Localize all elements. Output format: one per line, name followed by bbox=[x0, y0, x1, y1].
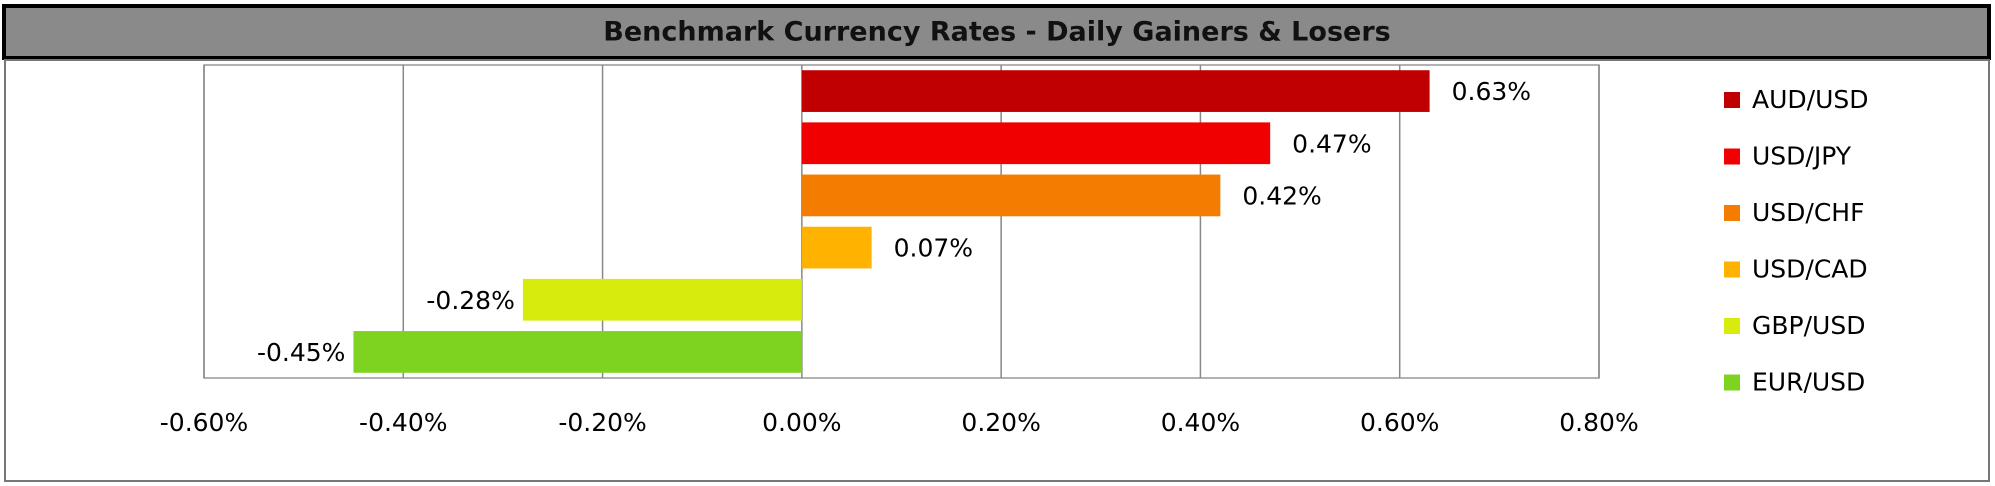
legend-label: USD/CAD bbox=[1752, 255, 1868, 284]
chart-title: Benchmark Currency Rates - Daily Gainers… bbox=[603, 17, 1390, 48]
legend-label: USD/CHF bbox=[1752, 198, 1864, 227]
legend-swatch bbox=[1724, 205, 1740, 221]
bar bbox=[522, 278, 802, 321]
value-label: 0.07% bbox=[894, 234, 973, 263]
x-tick-label: 0.40% bbox=[1161, 408, 1240, 437]
legend-label: GBP/USD bbox=[1752, 311, 1865, 340]
x-tick-label: -0.40% bbox=[359, 408, 447, 437]
bar bbox=[353, 331, 802, 373]
x-tick-label: -0.20% bbox=[558, 408, 646, 437]
value-label: -0.28% bbox=[426, 286, 514, 315]
legend-swatch bbox=[1724, 318, 1740, 334]
legend-label: EUR/USD bbox=[1752, 368, 1865, 397]
title-bar bbox=[2, 4, 1991, 60]
legend-swatch bbox=[1724, 261, 1740, 278]
legend-swatch bbox=[1724, 92, 1740, 108]
x-tick-label: 0.20% bbox=[961, 408, 1040, 437]
x-tick-label: 0.00% bbox=[762, 408, 841, 437]
bar bbox=[801, 226, 872, 269]
legend-label: USD/JPY bbox=[1752, 142, 1852, 171]
bar bbox=[801, 70, 1430, 112]
value-label: 0.42% bbox=[1242, 181, 1321, 210]
value-label: -0.45% bbox=[257, 338, 345, 367]
x-tick-label: -0.60% bbox=[160, 408, 248, 437]
bar bbox=[801, 174, 1221, 217]
x-tick-label: 0.60% bbox=[1360, 408, 1439, 437]
bar bbox=[801, 122, 1271, 165]
value-label: 0.63% bbox=[1452, 77, 1531, 106]
x-tick-label: 0.80% bbox=[1559, 408, 1638, 437]
legend-swatch bbox=[1724, 374, 1740, 391]
legend-label: AUD/USD bbox=[1752, 85, 1869, 114]
legend-swatch bbox=[1724, 148, 1740, 165]
value-label: 0.47% bbox=[1292, 129, 1371, 158]
